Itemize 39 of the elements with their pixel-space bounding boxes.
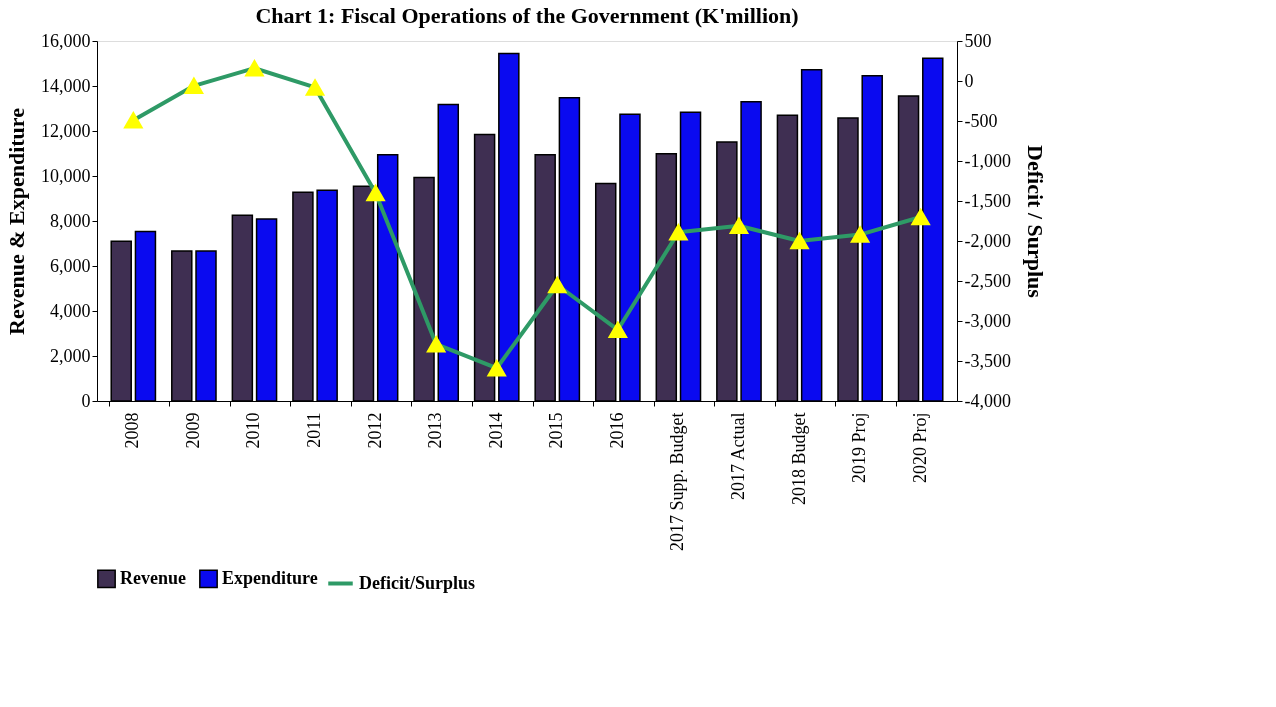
y-tick-label: 16,000: [41, 30, 91, 51]
y2-axis-title: Deficit / Surplus: [1022, 145, 1048, 299]
y2-tick-label: -3,000: [964, 310, 1011, 331]
x-tick-label: 2017 Actual: [727, 412, 748, 500]
y2-tick-label: -3,500: [964, 350, 1011, 371]
x-tick-label: 2013: [425, 412, 446, 449]
x-tick-label: 2011: [304, 412, 325, 448]
y-tick-label: 4,000: [50, 300, 91, 321]
y-tick-label: 6,000: [50, 255, 91, 276]
legend-label: Revenue: [120, 567, 186, 588]
y-tick-label: 14,000: [41, 75, 91, 96]
x-tick-label: 2009: [182, 412, 203, 449]
chart-title: Chart 1: Fiscal Operations of the Government (K'million): [255, 3, 799, 28]
x-tick-label: 2018 Budget: [788, 412, 809, 505]
legend-label: Deficit/Surplus: [359, 572, 476, 593]
x-tick-label: 2010: [243, 412, 264, 449]
y2-tick-label: -4,000: [964, 390, 1011, 411]
x-tick-label: 2019 Proj: [849, 412, 870, 484]
x-tick-label: 2020 Proj: [909, 412, 930, 484]
y-tick-label: 10,000: [41, 165, 91, 186]
x-tick-label: 2016: [606, 412, 627, 449]
legend-label: Expenditure: [222, 567, 318, 588]
y2-tick-label: -1,000: [964, 150, 1011, 171]
y-axis-title: Revenue & Expenditure: [4, 107, 29, 335]
y-tick-label: 12,000: [41, 120, 91, 141]
y-tick-label: 0: [81, 390, 91, 411]
y2-tick-label: 0: [964, 70, 974, 91]
x-tick-label: 2008: [122, 412, 143, 449]
y2-tick-label: -2,500: [964, 270, 1011, 291]
y2-tick-label: -2,000: [964, 230, 1011, 251]
x-tick-label: 2017 Supp. Budget: [667, 412, 688, 552]
y2-tick-label: -1,500: [964, 190, 1011, 211]
y-tick-label: 2,000: [50, 345, 91, 366]
x-tick-label: 2012: [364, 412, 385, 449]
y2-tick-label: 500: [964, 30, 992, 51]
x-tick-label: 2015: [546, 412, 567, 449]
y2-tick-label: -500: [964, 110, 998, 131]
y-tick-label: 8,000: [50, 210, 91, 231]
x-tick-label: 2014: [485, 412, 506, 449]
